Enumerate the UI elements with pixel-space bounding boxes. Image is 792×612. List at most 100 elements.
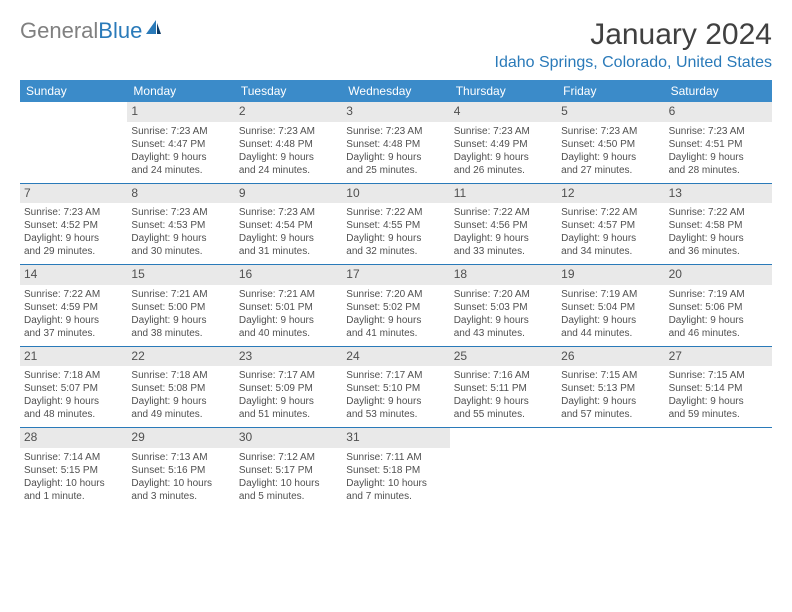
day-cell: 24Sunrise: 7:17 AMSunset: 5:10 PMDayligh… — [342, 347, 449, 428]
day-cell: 30Sunrise: 7:12 AMSunset: 5:17 PMDayligh… — [235, 428, 342, 509]
day-cell: 3Sunrise: 7:23 AMSunset: 4:48 PMDaylight… — [342, 102, 449, 183]
day1-line: Daylight: 9 hours — [24, 232, 123, 245]
weeks-container: 1Sunrise: 7:23 AMSunset: 4:47 PMDaylight… — [20, 102, 772, 509]
sunrise-line: Sunrise: 7:23 AM — [346, 125, 445, 138]
day2-line: and 3 minutes. — [131, 490, 230, 503]
sunrise-line: Sunrise: 7:17 AM — [239, 369, 338, 382]
day-number: 1 — [127, 102, 234, 122]
sunrise-line: Sunrise: 7:15 AM — [669, 369, 768, 382]
sunset-line: Sunset: 5:15 PM — [24, 464, 123, 477]
day-number: 17 — [342, 265, 449, 285]
day-header-tue: Tuesday — [235, 80, 342, 102]
day-number: 25 — [450, 347, 557, 367]
sunrise-line: Sunrise: 7:13 AM — [131, 451, 230, 464]
day2-line: and 51 minutes. — [239, 408, 338, 421]
sunrise-line: Sunrise: 7:23 AM — [239, 206, 338, 219]
day1-line: Daylight: 9 hours — [669, 232, 768, 245]
day-cell: 9Sunrise: 7:23 AMSunset: 4:54 PMDaylight… — [235, 184, 342, 265]
sunset-line: Sunset: 5:01 PM — [239, 301, 338, 314]
sunrise-line: Sunrise: 7:22 AM — [561, 206, 660, 219]
day2-line: and 30 minutes. — [131, 245, 230, 258]
sunset-line: Sunset: 4:55 PM — [346, 219, 445, 232]
sunset-line: Sunset: 4:52 PM — [24, 219, 123, 232]
day-number: 8 — [127, 184, 234, 204]
sunset-line: Sunset: 5:07 PM — [24, 382, 123, 395]
sunrise-line: Sunrise: 7:14 AM — [24, 451, 123, 464]
day1-line: Daylight: 9 hours — [346, 395, 445, 408]
day1-line: Daylight: 9 hours — [239, 314, 338, 327]
day1-line: Daylight: 9 hours — [346, 232, 445, 245]
sunrise-line: Sunrise: 7:22 AM — [669, 206, 768, 219]
day-cell: 7 Sunrise: 7:23 AMSunset: 4:52 PMDaylight… — [20, 184, 127, 265]
day1-line: Daylight: 9 hours — [346, 314, 445, 327]
month-title: January 2024 — [495, 18, 773, 52]
sunrise-line: Sunrise: 7:23 AM — [239, 125, 338, 138]
day-number: 30 — [235, 428, 342, 448]
day-cell: 11Sunrise: 7:22 AMSunset: 4:56 PMDayligh… — [450, 184, 557, 265]
sunset-line: Sunset: 4:48 PM — [239, 138, 338, 151]
day-header-sat: Saturday — [665, 80, 772, 102]
day1-line: Daylight: 9 hours — [131, 151, 230, 164]
day-number: 21 — [20, 347, 127, 367]
sunset-line: Sunset: 5:08 PM — [131, 382, 230, 395]
day-cell: 22Sunrise: 7:18 AMSunset: 5:08 PMDayligh… — [127, 347, 234, 428]
day-number: 18 — [450, 265, 557, 285]
sunset-line: Sunset: 4:49 PM — [454, 138, 553, 151]
day1-line: Daylight: 9 hours — [454, 232, 553, 245]
sunset-line: Sunset: 5:11 PM — [454, 382, 553, 395]
day1-line: Daylight: 9 hours — [24, 395, 123, 408]
day-cell: 27Sunrise: 7:15 AMSunset: 5:14 PMDayligh… — [665, 347, 772, 428]
week-row: 7Sunrise: 7:23 AMSunset: 4:52 PMDaylight… — [20, 184, 772, 266]
day1-line: Daylight: 9 hours — [454, 395, 553, 408]
day-number: 31 — [342, 428, 449, 448]
day-number: 16 — [235, 265, 342, 285]
sunrise-line: Sunrise: 7:21 AM — [131, 288, 230, 301]
sunset-line: Sunset: 4:50 PM — [561, 138, 660, 151]
day-cell: 21Sunrise: 7:18 AMSunset: 5:07 PMDayligh… — [20, 347, 127, 428]
day2-line: and 1 minute. — [24, 490, 123, 503]
day2-line: and 43 minutes. — [454, 327, 553, 340]
day-number: 29 — [127, 428, 234, 448]
day-cell: 18Sunrise: 7:20 AMSunset: 5:03 PMDayligh… — [450, 265, 557, 346]
sunrise-line: Sunrise: 7:22 AM — [454, 206, 553, 219]
day-number: 24 — [342, 347, 449, 367]
day-number: 7 — [20, 184, 127, 204]
day-cell: 1Sunrise: 7:23 AMSunset: 4:47 PMDaylight… — [127, 102, 234, 183]
day1-line: Daylight: 9 hours — [24, 314, 123, 327]
sunset-line: Sunset: 4:48 PM — [346, 138, 445, 151]
sunrise-line: Sunrise: 7:12 AM — [239, 451, 338, 464]
location: Idaho Springs, Colorado, United States — [495, 54, 773, 72]
sunset-line: Sunset: 4:51 PM — [669, 138, 768, 151]
day-number: 28 — [20, 428, 127, 448]
logo: GeneralBlue — [20, 18, 162, 44]
logo-text: GeneralBlue — [20, 18, 142, 44]
day1-line: Daylight: 9 hours — [669, 151, 768, 164]
title-block: January 2024 Idaho Springs, Colorado, Un… — [495, 18, 773, 72]
day-cell: 19Sunrise: 7:19 AMSunset: 5:04 PMDayligh… — [557, 265, 664, 346]
sunset-line: Sunset: 5:16 PM — [131, 464, 230, 477]
sunrise-line: Sunrise: 7:17 AM — [346, 369, 445, 382]
sunset-line: Sunset: 4:57 PM — [561, 219, 660, 232]
day-cell: 25 Sunrise: 7:16 AMSunset: 5:11 PMDayligh… — [450, 347, 557, 428]
day-number: 4 — [450, 102, 557, 122]
day-cell: 5Sunrise: 7:23 AMSunset: 4:50 PMDaylight… — [557, 102, 664, 183]
day-cell: 17Sunrise: 7:20 AMSunset: 5:02 PMDayligh… — [342, 265, 449, 346]
day2-line: and 7 minutes. — [346, 490, 445, 503]
sunrise-line: Sunrise: 7:23 AM — [24, 206, 123, 219]
day-cell: 4 Sunrise: 7:23 AMSunset: 4:49 PMDaylight… — [450, 102, 557, 183]
page-header: GeneralBlue January 2024 Idaho Springs, … — [20, 18, 772, 72]
day-number: 11 — [450, 184, 557, 204]
day-cell: 6Sunrise: 7:23 AMSunset: 4:51 PMDaylight… — [665, 102, 772, 183]
day1-line: Daylight: 9 hours — [561, 232, 660, 245]
day2-line: and 36 minutes. — [669, 245, 768, 258]
sunrise-line: Sunrise: 7:16 AM — [454, 369, 553, 382]
day-cell: 28Sunrise: 7:14 AMSunset: 5:15 PMDayligh… — [20, 428, 127, 509]
sunset-line: Sunset: 4:58 PM — [669, 219, 768, 232]
sunrise-line: Sunrise: 7:23 AM — [131, 125, 230, 138]
day2-line: and 57 minutes. — [561, 408, 660, 421]
sunrise-line: Sunrise: 7:23 AM — [454, 125, 553, 138]
day-cell: 15Sunrise: 7:21 AMSunset: 5:00 PMDayligh… — [127, 265, 234, 346]
day1-line: Daylight: 9 hours — [454, 314, 553, 327]
day-cell: 13Sunrise: 7:22 AMSunset: 4:58 PMDayligh… — [665, 184, 772, 265]
day1-line: Daylight: 9 hours — [454, 151, 553, 164]
